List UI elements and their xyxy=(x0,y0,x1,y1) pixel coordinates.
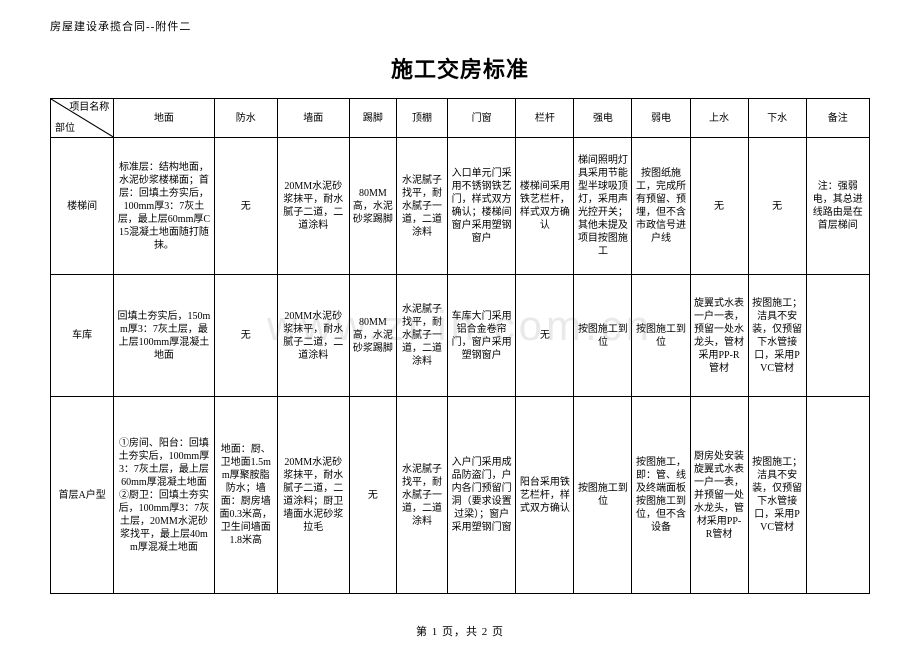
row-label: 楼梯间 xyxy=(51,138,114,275)
cell: 水泥腻子找平，耐水腻子一道，二道涂料 xyxy=(397,138,448,275)
page-title: 施工交房标准 xyxy=(50,52,870,84)
cell: 无 xyxy=(349,397,396,594)
col-h: 墙面 xyxy=(277,99,349,138)
cell: 回填土夯实后，150mm厚3：7灰土层，最上层100mm厚混凝土地面 xyxy=(114,275,214,397)
table-row: 车库 回填土夯实后，150mm厚3：7灰土层，最上层100mm厚混凝土地面 无 … xyxy=(51,275,870,397)
cell: 80MM高，水泥砂浆踢脚 xyxy=(349,275,396,397)
diag-header: 项目名称 部位 xyxy=(51,99,114,138)
cell: 按图施工到位 xyxy=(632,275,690,397)
col-h: 门窗 xyxy=(447,99,516,138)
cell: 无 xyxy=(516,275,574,397)
col-h: 弱电 xyxy=(632,99,690,138)
cell: 无 xyxy=(690,138,748,275)
row-label: 首层A户型 xyxy=(51,397,114,594)
row-label: 车库 xyxy=(51,275,114,397)
cell: 20MM水泥砂浆抹平，耐水腻子二道，二道涂料；厨卫墙面水泥砂浆拉毛 xyxy=(277,397,349,594)
col-h: 踢脚 xyxy=(349,99,396,138)
cell: 注：强弱电，其总进线路由是在首层梯间 xyxy=(806,138,869,275)
cell: 标准层：结构地面，水泥砂浆楼梯面；首层：回填土夯实后，100mm厚3：7灰土层，… xyxy=(114,138,214,275)
cell: 地面：厨、卫地面1.5mm厚聚胺脂防水；墙面：厨房墙面0.3米高，卫生间墙面1.… xyxy=(214,397,277,594)
cell: 20MM水泥砂浆抹平，耐水腻子二道，二道涂料 xyxy=(277,138,349,275)
cell: 车库大门采用铝合金卷帘门，窗户采用塑钢窗户 xyxy=(447,275,516,397)
col-h: 备注 xyxy=(806,99,869,138)
col-h: 防水 xyxy=(214,99,277,138)
cell: 无 xyxy=(214,138,277,275)
cell: 按图施工，即：管、线及终端面板按图施工到位，但不含设备 xyxy=(632,397,690,594)
col-h: 上水 xyxy=(690,99,748,138)
cell: 按图纸施工，完成所有预留、预埋，但不含市政信号进户线 xyxy=(632,138,690,275)
cell: 按图施工；洁具不安装，仅预留下水管接口，采用PVC管材 xyxy=(748,275,806,397)
cell: 按图施工到位 xyxy=(574,275,632,397)
diag-top-label: 项目名称 xyxy=(69,101,109,114)
table-row: 楼梯间 标准层：结构地面，水泥砂浆楼梯面；首层：回填土夯实后，100mm厚3：7… xyxy=(51,138,870,275)
cell: ①房间、阳台：回填土夯实后，100mm厚3：7灰土层，最上层60mm厚混凝土地面… xyxy=(114,397,214,594)
cell: 梯间照明灯具采用节能型半球吸顶灯，采用声光控开关；其他未提及项目按图施工 xyxy=(574,138,632,275)
header-row: 项目名称 部位 地面 防水 墙面 踢脚 顶棚 门窗 栏杆 强电 弱电 上水 下水… xyxy=(51,99,870,138)
cell: 水泥腻子找平，耐水腻子一道，二道涂料 xyxy=(397,397,448,594)
cell: 楼梯间采用铁艺栏杆，样式双方确认 xyxy=(516,138,574,275)
cell: 无 xyxy=(748,138,806,275)
col-h: 顶棚 xyxy=(397,99,448,138)
diag-bottom-label: 部位 xyxy=(55,122,75,135)
cell: 按图施工；洁具不安装，仅预留下水管接口，采用PVC管材 xyxy=(748,397,806,594)
cell: 按图施工到位 xyxy=(574,397,632,594)
cell: 厨房处安装旋翼式水表一户一表，并预留一处水龙头，管材采用PP-R管材 xyxy=(690,397,748,594)
cell: 20MM水泥砂浆抹平，耐水腻子二道，二道涂料 xyxy=(277,275,349,397)
cell: 入口单元门采用不锈钢铁艺门，样式双方确认；楼梯间窗户采用塑钢窗户 xyxy=(447,138,516,275)
col-h: 栏杆 xyxy=(516,99,574,138)
standards-table: 项目名称 部位 地面 防水 墙面 踢脚 顶棚 门窗 栏杆 强电 弱电 上水 下水… xyxy=(50,98,870,594)
cell: 无 xyxy=(214,275,277,397)
cell: 入户门采用成品防盗门，户内各门预留门洞（要求设置过梁）；窗户采用塑钢门窗 xyxy=(447,397,516,594)
table-row: 首层A户型 ①房间、阳台：回填土夯实后，100mm厚3：7灰土层，最上层60mm… xyxy=(51,397,870,594)
cell: 80MM高，水泥砂浆踢脚 xyxy=(349,138,396,275)
cell: 阳台采用铁艺栏杆，样式双方确认 xyxy=(516,397,574,594)
page-footer: 第 1 页，共 2 页 xyxy=(50,623,870,639)
col-h: 强电 xyxy=(574,99,632,138)
cell: 水泥腻子找平，耐水腻子一道，二道涂料 xyxy=(397,275,448,397)
col-h: 下水 xyxy=(748,99,806,138)
doc-header: 房屋建设承揽合同--附件二 xyxy=(50,18,870,34)
col-h: 地面 xyxy=(114,99,214,138)
cell xyxy=(806,397,869,594)
cell: 旋翼式水表一户一表，预留一处水龙头，管材采用PP-R管材 xyxy=(690,275,748,397)
cell xyxy=(806,275,869,397)
